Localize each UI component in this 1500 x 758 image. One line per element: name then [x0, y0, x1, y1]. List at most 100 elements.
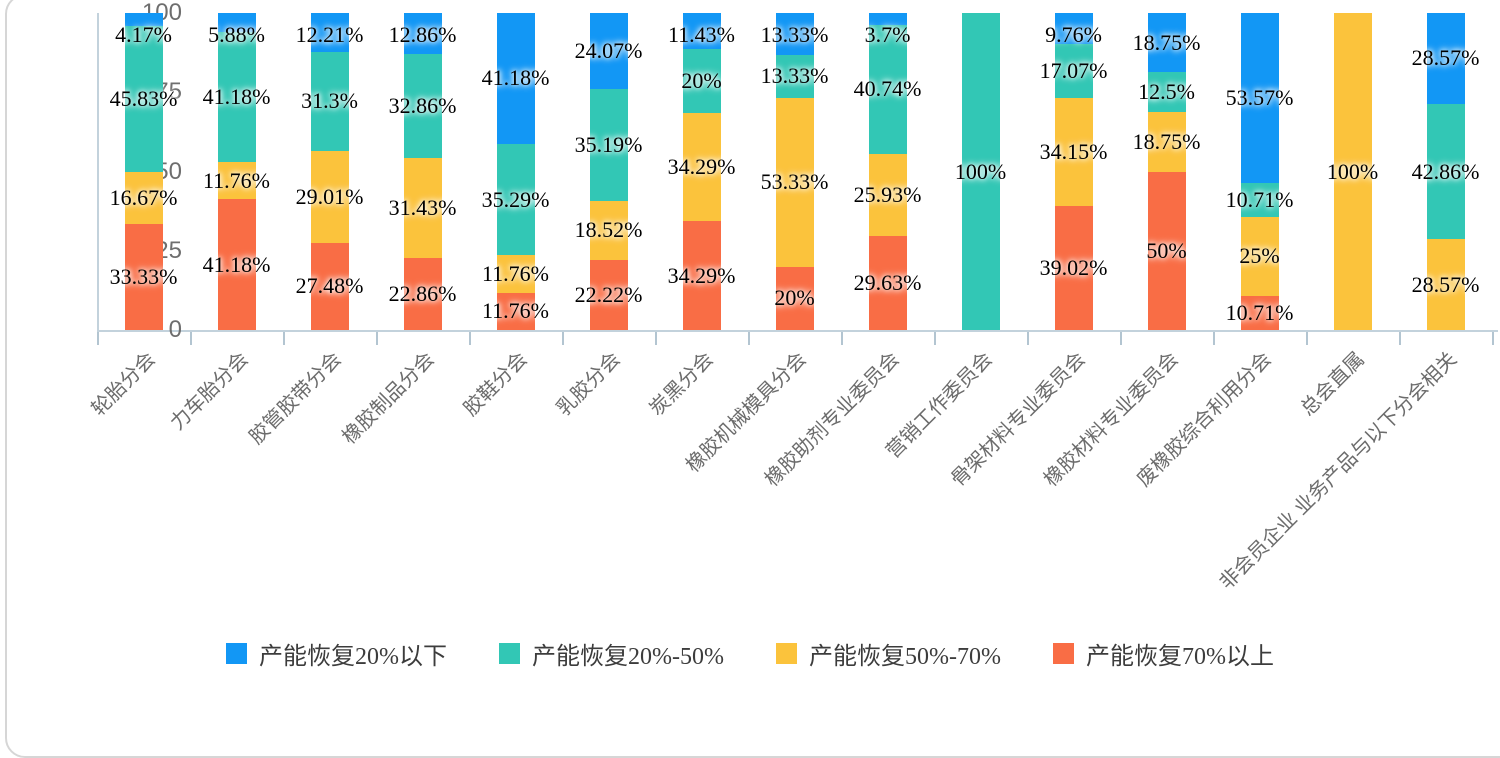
data-label: 34.29% — [667, 153, 736, 179]
data-label: 28.57% — [1411, 45, 1480, 71]
data-label: 27.48% — [295, 273, 364, 299]
data-label: 25% — [1239, 243, 1280, 269]
bar-segment — [1054, 206, 1093, 330]
data-label: 29.01% — [295, 183, 364, 209]
bar-segment — [1054, 13, 1093, 44]
legend-label: 产能恢复20%以下 — [259, 644, 448, 670]
bar-segment — [124, 13, 163, 27]
bar-segment — [310, 150, 349, 243]
legend-label: 产能恢复20%-50% — [532, 644, 724, 670]
bar-segment — [217, 31, 256, 163]
x-axis-tick-mark — [841, 332, 843, 345]
data-label: 41.18% — [481, 65, 550, 91]
data-label: 33.33% — [109, 264, 178, 290]
bar-segment — [868, 13, 907, 25]
data-label: 13.33% — [760, 22, 829, 47]
data-label: 13.33% — [760, 63, 829, 89]
x-axis-category-label: 橡胶制品分会 — [337, 348, 439, 449]
bar-segment — [589, 259, 628, 330]
data-label: 18.52% — [574, 217, 643, 243]
data-label: 11.76% — [481, 261, 550, 287]
bar-segment — [1333, 13, 1372, 330]
bar-segment — [775, 13, 814, 56]
bar-segment — [1147, 171, 1186, 330]
x-axis-tick-mark — [283, 332, 285, 345]
data-label: 3.7% — [864, 22, 911, 47]
data-label: 34.29% — [667, 262, 736, 288]
bar-segment — [124, 171, 163, 225]
chart-legend: 产能恢复20%以下 产能恢复20%-50% 产能恢复50%-70% 产能恢复70%以上 — [0, 636, 1500, 671]
data-label: 20% — [681, 67, 722, 93]
data-label: 34.15% — [1039, 139, 1108, 165]
bar-segment — [403, 257, 442, 330]
bar-segment — [496, 292, 535, 330]
legend-swatch — [499, 643, 521, 664]
legend-swatch — [1052, 643, 1074, 664]
bar-segment — [124, 26, 163, 172]
data-label: 32.86% — [388, 92, 457, 118]
data-label: 35.29% — [481, 186, 550, 212]
data-label: 31.3% — [301, 88, 358, 114]
bar-segment — [310, 13, 349, 52]
bar-segment — [496, 13, 535, 144]
data-label: 35.19% — [574, 132, 643, 158]
data-label: 22.22% — [574, 281, 643, 307]
bar-segment — [589, 89, 628, 201]
x-axis-category-label: 力车胎分会 — [166, 348, 253, 435]
legend-label: 产能恢复70%以上 — [1085, 644, 1274, 670]
bar-segment — [403, 12, 442, 54]
data-label: 31.43% — [388, 194, 457, 220]
x-axis-tick-mark — [1213, 332, 1215, 345]
y-axis-tick-label: 0 — [168, 316, 182, 343]
data-label: 53.57% — [1225, 84, 1294, 110]
data-label: 45.83% — [109, 85, 178, 111]
data-label: 12.86% — [388, 22, 457, 47]
data-label: 100% — [1326, 158, 1379, 184]
bar-segment — [682, 112, 721, 222]
x-axis-tick-mark — [934, 332, 936, 345]
data-label: 20% — [774, 285, 815, 311]
bar-segment — [1147, 112, 1186, 172]
data-label: 100% — [954, 158, 1007, 184]
data-label: 4.17% — [115, 22, 172, 47]
x-axis-tick-mark — [748, 332, 750, 345]
bar-segment — [775, 55, 814, 98]
data-label: 39.02% — [1039, 255, 1108, 281]
bar-segment — [589, 13, 628, 90]
x-axis-tick-mark — [190, 332, 192, 345]
data-label: 5.88% — [208, 22, 265, 47]
data-label: 22.86% — [388, 280, 457, 306]
x-axis-tick-mark — [469, 332, 471, 345]
bar-segment — [775, 97, 814, 267]
bar-segment — [1147, 72, 1186, 113]
data-label: 12.21% — [295, 22, 364, 47]
bar-segment — [403, 157, 442, 258]
data-label: 41.18% — [202, 83, 271, 109]
x-axis-tick-mark — [1306, 332, 1308, 345]
data-label: 10.71% — [1225, 300, 1294, 326]
legend-item: 产能恢复70%以上 — [1052, 636, 1274, 671]
bar-segment — [1240, 296, 1279, 330]
bar-segment — [775, 266, 814, 330]
x-axis-tick-mark — [1120, 332, 1122, 345]
data-label: 17.07% — [1039, 57, 1108, 83]
legend-item: 产能恢复50%-70% — [776, 636, 1001, 671]
legend-swatch — [226, 643, 248, 664]
legend-label: 产能恢复50%-70% — [809, 644, 1001, 670]
data-label: 11.76% — [202, 167, 271, 193]
x-axis-category-label: 总会直属 — [1296, 348, 1369, 421]
legend-item: 产能恢复20%-50% — [499, 636, 724, 671]
bar-segment — [1054, 43, 1093, 99]
capacity-recovery-stacked-bar-chart: 025507510033.33%16.67%45.83%4.17%轮胎分会41.… — [87, 1, 1498, 594]
x-axis-tick-mark — [376, 332, 378, 345]
bar-segment — [868, 153, 907, 237]
data-label: 24.07% — [574, 38, 643, 64]
bar-segment — [1054, 98, 1093, 207]
legend-swatch — [776, 643, 797, 664]
data-label: 11.43% — [667, 22, 736, 47]
x-axis-category-label: 胶鞋分会 — [459, 348, 532, 421]
data-label: 50% — [1146, 237, 1187, 263]
x-axis-line — [97, 330, 1498, 332]
bar-segment — [1240, 216, 1279, 297]
x-axis-tick-mark — [97, 332, 99, 345]
